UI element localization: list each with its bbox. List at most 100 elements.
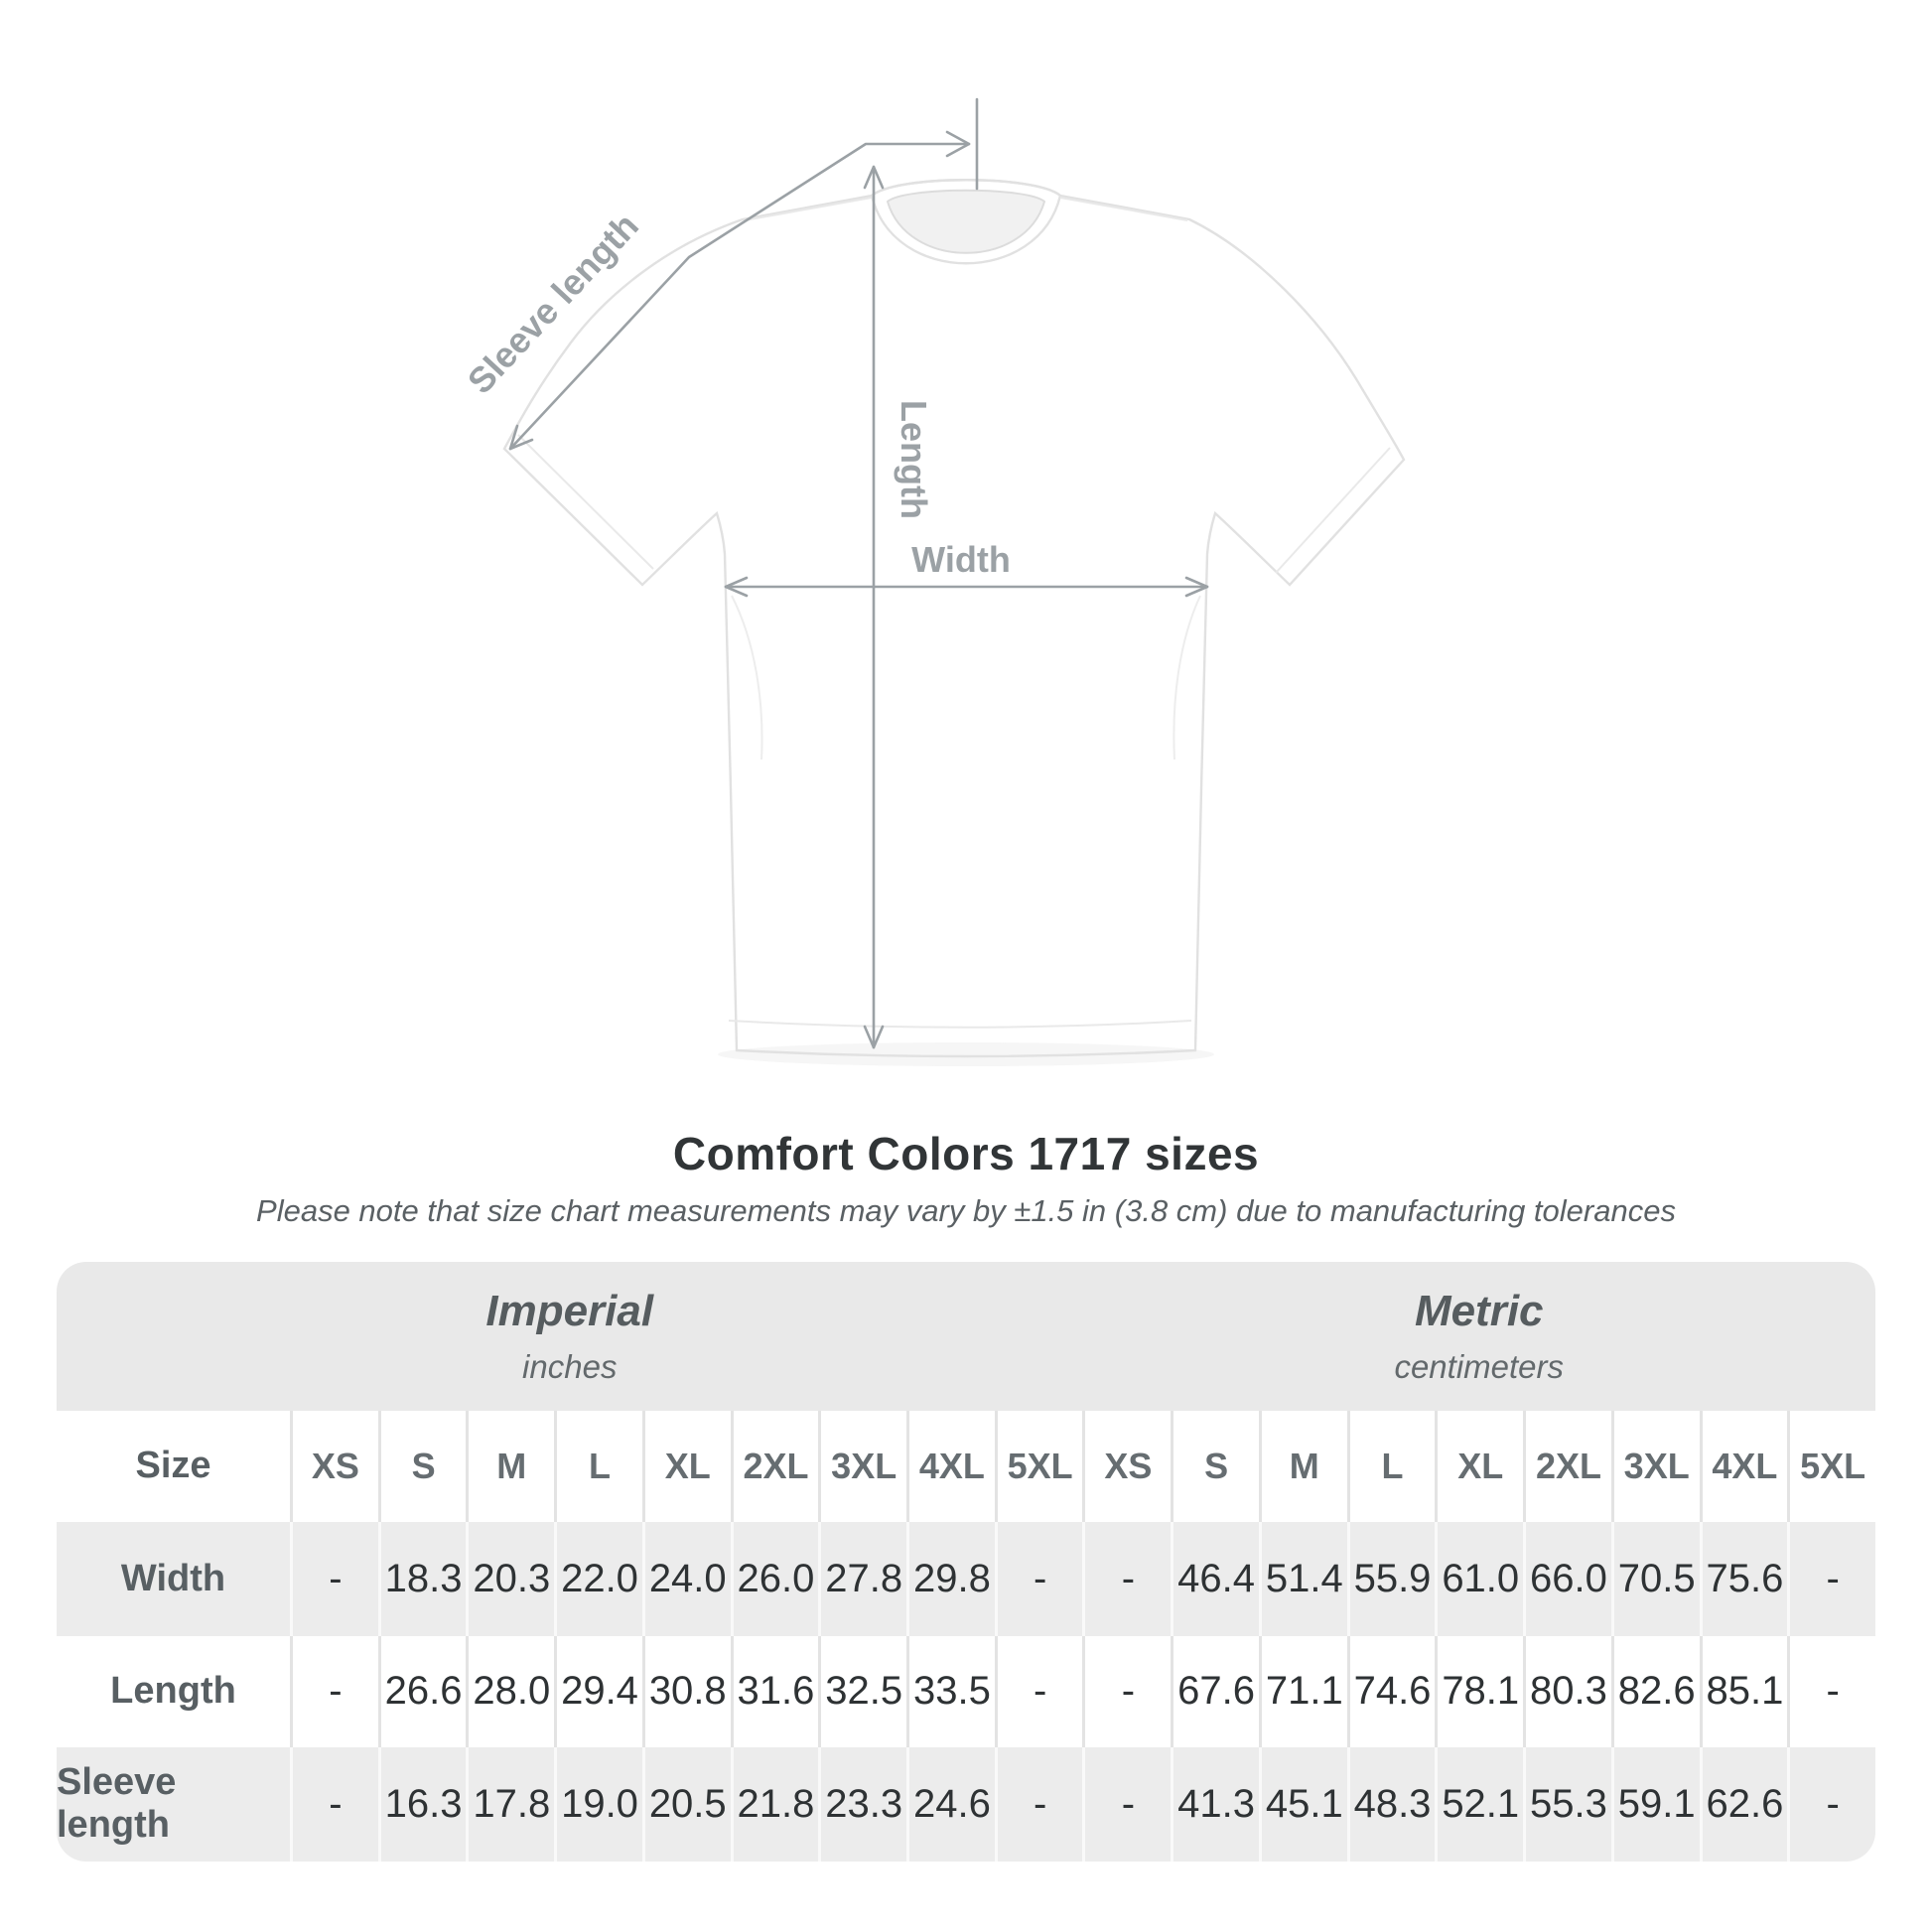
size-header-label: Size xyxy=(57,1410,290,1522)
metric-group-name: Metric xyxy=(1414,1286,1544,1335)
measurement-value: 21.8 xyxy=(730,1746,819,1862)
measurement-value: 75.6 xyxy=(1699,1521,1788,1636)
measurement-value: 16.3 xyxy=(377,1746,467,1862)
sleeve-length-line xyxy=(508,142,971,451)
measurement-value: 78.1 xyxy=(1435,1635,1524,1747)
sleeve-length-label: Sleeve length xyxy=(460,206,646,402)
measurement-value: - xyxy=(1787,1521,1875,1636)
size-column-header: 5XL xyxy=(1787,1410,1875,1522)
measurement-row-label: Width xyxy=(57,1521,290,1636)
measurement-value: 32.5 xyxy=(818,1635,907,1747)
measurement-value: 52.1 xyxy=(1435,1746,1524,1862)
width-arrowhead-left xyxy=(724,576,749,598)
tshirt-measurement-diagram: Sleeve length Length Width xyxy=(459,97,1406,1066)
collar-band xyxy=(870,179,1062,265)
measurement-value: 55.3 xyxy=(1523,1746,1611,1862)
measurement-value: 24.6 xyxy=(906,1746,995,1862)
measurement-value: 29.8 xyxy=(906,1521,995,1636)
size-column-header: 4XL xyxy=(1699,1410,1788,1522)
size-column-header: 3XL xyxy=(1610,1410,1700,1522)
measurement-row-label: Sleeve length xyxy=(57,1746,290,1862)
measurement-value: 26.6 xyxy=(377,1635,467,1747)
measurement-value: 82.6 xyxy=(1610,1635,1700,1747)
measurement-value: 27.8 xyxy=(818,1521,907,1636)
measurement-value: 23.3 xyxy=(818,1746,907,1862)
measurement-value: - xyxy=(1082,1635,1172,1747)
size-column-header: S xyxy=(1171,1410,1259,1522)
size-column-header: L xyxy=(554,1410,642,1522)
measurement-value: 67.6 xyxy=(1171,1635,1259,1747)
size-column-header: XS xyxy=(290,1410,378,1522)
measurement-value: - xyxy=(1082,1521,1172,1636)
measurement-value: - xyxy=(290,1521,378,1636)
left-shoulder-seam xyxy=(744,197,873,221)
measurement-value: 85.1 xyxy=(1699,1635,1788,1747)
left-cuff-hem xyxy=(517,434,654,570)
measurement-value: 59.1 xyxy=(1610,1746,1700,1862)
size-column-header: 4XL xyxy=(906,1410,995,1522)
measurement-value: 31.6 xyxy=(730,1635,819,1747)
measurement-value: 71.1 xyxy=(1258,1635,1347,1747)
title-block: Comfort Colors 1717 sizes Please note th… xyxy=(0,1128,1932,1229)
tshirt-body xyxy=(502,179,1406,1058)
measurement-value: 33.5 xyxy=(906,1635,995,1747)
measurement-row-label: Length xyxy=(57,1635,290,1747)
length-dimension: Length xyxy=(863,165,934,1049)
sleeve-arrowhead-end xyxy=(508,424,534,451)
metric-group-unit: centimeters xyxy=(1394,1347,1565,1385)
size-column-header: M xyxy=(466,1410,555,1522)
measurement-value: - xyxy=(1787,1635,1875,1747)
right-underarm-wrinkle xyxy=(1173,595,1201,760)
measurement-value: 22.0 xyxy=(554,1521,642,1636)
tshirt-diagram-svg: Sleeve length Length Width xyxy=(459,97,1406,1066)
size-column-header: 2XL xyxy=(1523,1410,1611,1522)
page-title: Comfort Colors 1717 sizes xyxy=(672,1128,1260,1179)
measurement-value: 55.9 xyxy=(1346,1521,1436,1636)
tshirt-graphic xyxy=(502,179,1406,1058)
size-column-header: 5XL xyxy=(994,1410,1083,1522)
metric-group-header: Metric centimeters xyxy=(1082,1261,1875,1411)
bottom-hem xyxy=(728,1020,1192,1029)
measurement-value: 20.3 xyxy=(466,1521,555,1636)
collar-opening xyxy=(886,189,1046,254)
measurement-value: 66.0 xyxy=(1523,1521,1611,1636)
right-shoulder-seam xyxy=(1059,197,1188,221)
size-column-header: 2XL xyxy=(730,1410,819,1522)
imperial-group-header: Imperial inches xyxy=(57,1261,1083,1411)
measurement-value: - xyxy=(1082,1746,1172,1862)
measurement-value: - xyxy=(994,1521,1083,1636)
left-underarm-wrinkle xyxy=(731,595,763,760)
measurement-value: - xyxy=(994,1746,1083,1862)
measurement-value: 48.3 xyxy=(1346,1746,1436,1862)
measurement-value: - xyxy=(994,1635,1083,1747)
width-arrowhead-right xyxy=(1184,576,1209,598)
measurement-value: 41.3 xyxy=(1171,1746,1259,1862)
measurement-value: 29.4 xyxy=(554,1635,642,1747)
size-column-header: S xyxy=(377,1410,467,1522)
measurement-value: - xyxy=(1787,1746,1875,1862)
size-column-header: L xyxy=(1346,1410,1436,1522)
right-cuff-hem xyxy=(1275,447,1391,574)
measurement-value: 62.6 xyxy=(1699,1746,1788,1862)
size-column-header: 3XL xyxy=(818,1410,907,1522)
measurement-value: 24.0 xyxy=(641,1521,731,1636)
sleeve-arrowhead-right xyxy=(945,130,971,158)
length-label: Length xyxy=(894,400,934,519)
size-column-header: XS xyxy=(1082,1410,1172,1522)
measurement-value: 26.0 xyxy=(730,1521,819,1636)
measurement-value: 45.1 xyxy=(1258,1746,1347,1862)
length-arrowhead-bottom xyxy=(863,1025,885,1049)
width-dimension: Width xyxy=(724,539,1209,598)
measurement-value: 19.0 xyxy=(554,1746,642,1862)
measurement-value: 46.4 xyxy=(1171,1521,1259,1636)
measurement-value: 28.0 xyxy=(466,1635,555,1747)
shirt-shadow xyxy=(718,1042,1214,1066)
tolerance-note: Please note that size chart measurements… xyxy=(256,1192,1676,1228)
width-label: Width xyxy=(911,539,1011,580)
measurement-value: 80.3 xyxy=(1523,1635,1611,1747)
measurement-value: 17.8 xyxy=(466,1746,555,1862)
measurement-value: 61.0 xyxy=(1435,1521,1524,1636)
measurement-value: 51.4 xyxy=(1258,1521,1347,1636)
measurement-value: 70.5 xyxy=(1610,1521,1700,1636)
